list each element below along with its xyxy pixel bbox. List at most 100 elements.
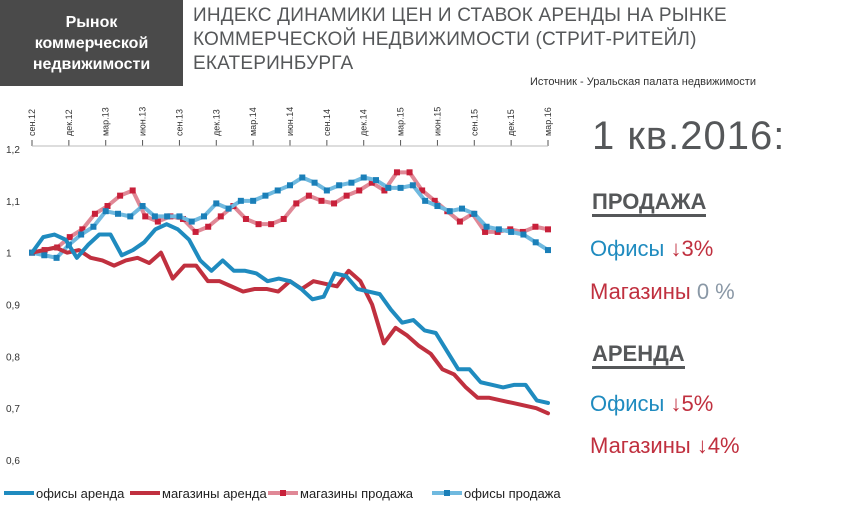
x-axis-ticks: сен.12 дек.12 мар.13 июн.13 сен.13 дек.13 мар.… [27,107,553,147]
series-point [280,215,287,222]
series-point [237,197,244,204]
series-point [446,208,453,215]
series-point [250,197,257,204]
legend-label: офисы продажа [464,486,561,501]
x-tick-label: июн.15 [432,107,442,136]
source-note: Источник - Уральская палата недвижимости [530,76,756,88]
x-tick-label: сен.14 [322,109,332,136]
sale-offices-value: ↓3% [670,236,714,261]
series-point [419,187,426,194]
series-point [385,184,392,191]
x-tick-label: дек.12 [64,109,74,136]
legend-label: магазины аренда [162,486,268,501]
sale-heading: ПРОДАЖА [592,190,707,217]
x-tick-label: дек.13 [211,109,221,136]
y-tick-label: 1,1 [6,197,20,208]
series-point [78,231,85,238]
series-point [318,197,325,204]
rent-shops-row: Магазины ↓4% [590,433,740,459]
series-point [459,205,465,212]
chart-lines [29,169,551,416]
x-tick-label: сен.12 [27,109,37,136]
sale-offices-label: Офисы [590,236,665,261]
series-point [201,213,207,220]
x-tick-label: июн.14 [285,107,295,136]
series-point [431,197,438,204]
section-badge: Рынок коммерческой недвижимости [0,0,183,86]
series-point [434,203,441,210]
series-point [217,213,224,220]
series-point [311,179,318,186]
legend-label: офисы аренда [36,486,125,501]
series-point [471,210,478,217]
series-point [262,192,269,199]
series-point [164,213,171,220]
series-point [331,200,338,207]
series-point [176,213,183,220]
legend-label: магазины продажа [300,486,414,501]
series-point [53,254,60,261]
series-point [381,187,388,194]
series-point [287,182,293,189]
series-point [242,215,249,222]
series-point [305,192,312,199]
series-point [293,200,300,207]
series-point [532,239,539,246]
series-point [139,203,146,210]
chart-legend: офисы аренда магазины аренда магазины прод… [4,486,561,501]
sale-shops-label: Магазины [590,279,691,304]
series-point [406,169,413,176]
series-point [336,182,343,189]
sale-offices-row: Офисы ↓3% [590,236,713,262]
line-chart: сен.12 дек.12 мар.13 июн.13 сен.13 дек.13 мар.… [4,107,561,501]
series-point [66,234,73,241]
series-point [205,223,212,230]
series-point [91,210,98,217]
series-line-3 [30,175,550,260]
series-point [102,208,109,215]
sale-shops-row: Магазины 0 % [590,279,735,305]
rent-offices-label: Офисы [590,391,665,416]
series-point [393,169,400,176]
series-point [41,252,48,259]
period-label: 1 кв.2016: [592,114,786,158]
series-point [545,247,551,254]
x-tick-label: сен.13 [174,109,184,136]
series-point [142,213,149,220]
x-tick-label: сен.15 [469,109,479,136]
chart-title: ИНДЕКС ДИНАМИКИ ЦЕН И СТАВОК АРЕНДЫ НА Р… [193,5,727,74]
x-tick-label: июн.13 [138,107,148,136]
series-point [90,223,97,230]
series-point [520,231,527,238]
rent-offices-value: ↓5% [670,391,714,416]
x-tick-label: мар.13 [101,107,111,136]
series-point [188,218,195,225]
series-point [456,218,463,225]
series-point [348,179,355,186]
series-point [495,226,502,233]
x-tick-label: дек.15 [506,109,516,136]
x-tick-label: мар.14 [248,107,258,136]
series-point [127,213,134,220]
y-tick-label: 0,7 [6,404,20,415]
rent-heading: АРЕНДА [592,342,685,369]
series-point [373,177,379,184]
series-point [79,226,86,233]
rent-offices-row: Офисы ↓5% [590,391,713,417]
series-line-0 [30,222,550,405]
rent-shops-value: ↓4% [696,433,740,458]
x-tick-label: мар.16 [543,107,553,136]
series-point [360,174,367,181]
rent-shops-label: Магазины [590,433,691,458]
x-tick-label: дек.14 [359,109,369,136]
series-point [368,179,375,186]
series-point [268,221,275,228]
series-point [356,187,363,194]
y-tick-label: 1 [6,249,12,260]
series-point [508,228,515,235]
series-point [115,210,121,217]
y-tick-label: 0,9 [6,301,20,312]
series-point [129,187,136,194]
y-tick-label: 1,2 [6,145,20,156]
series-point [213,200,220,207]
